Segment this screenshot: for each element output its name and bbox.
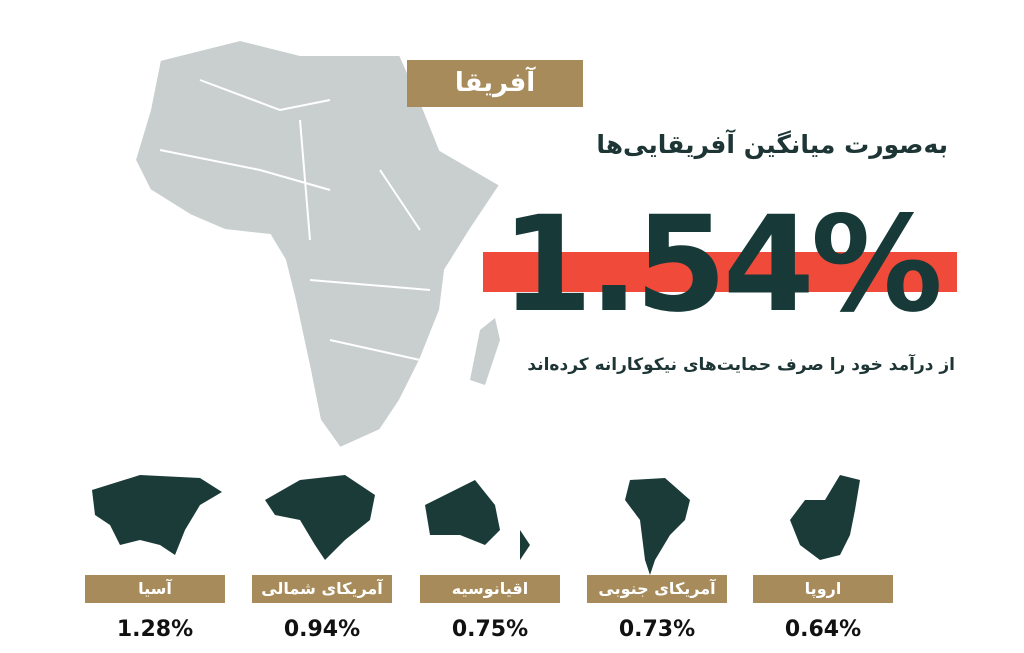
region-item: اروپا 0.64% [753, 575, 893, 642]
region-tag: آفریقا [407, 60, 583, 107]
region-name: آمریکای جنوبی [587, 575, 727, 603]
region-name: آمریکای شمالی [252, 575, 392, 603]
region-item: آسیا 1.28% [85, 575, 225, 642]
region-item: آمریکای جنوبی 0.73% [587, 575, 727, 642]
region-name: آسیا [85, 575, 225, 603]
caption: از درآمد خود را صرف حمایت‌های نیکوکارانه… [527, 355, 955, 375]
borders [159, 79, 431, 361]
region-value: 0.73% [618, 617, 696, 642]
south-america-icon [625, 478, 690, 575]
region-value: 1.28% [116, 617, 194, 642]
oceania-icon [425, 480, 530, 560]
region-value: 0.75% [451, 617, 529, 642]
highlight-bar [483, 252, 957, 292]
continent-icons [92, 475, 860, 575]
region-value: 0.64% [784, 617, 862, 642]
north-america-icon [265, 475, 375, 560]
region-value: 0.94% [283, 617, 361, 642]
asia-icon [92, 475, 222, 555]
region-item: اقیانوسیه 0.75% [420, 575, 560, 642]
madagascar [470, 318, 500, 385]
headline-value: 1.54% [501, 188, 943, 342]
region-name: اقیانوسیه [420, 575, 560, 603]
europe-icon [790, 475, 860, 560]
region-name: اروپا [753, 575, 893, 603]
region-item: آمریکای شمالی 0.94% [252, 575, 392, 642]
lead-text: به‌صورت میانگین آفریقایی‌ها [596, 130, 948, 159]
